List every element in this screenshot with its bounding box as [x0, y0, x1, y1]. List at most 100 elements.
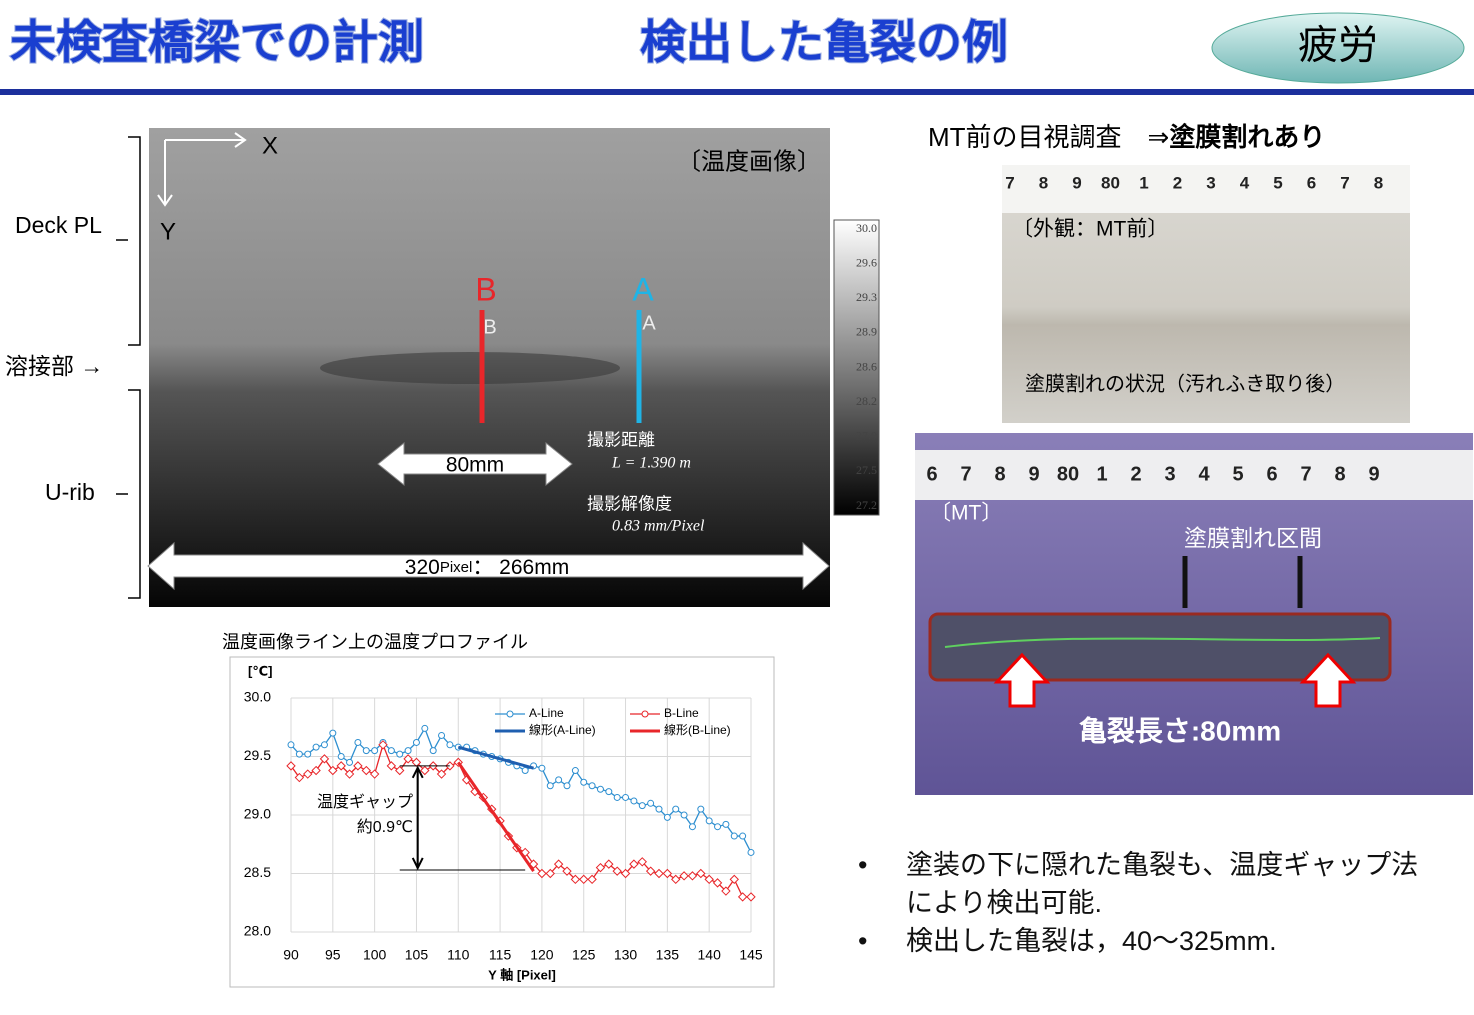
title: 検出した亀裂の例: [640, 16, 1008, 68]
ruler-number: 6: [1307, 173, 1316, 192]
y-axis-label: [℃]: [248, 663, 272, 678]
line-a-small: A: [642, 312, 656, 334]
colorbar-tick: 28.6: [856, 359, 877, 373]
point: [688, 823, 696, 831]
heading: MT前の目視調査 ⇒: [928, 122, 1169, 152]
ruler-number: 80: [1057, 463, 1079, 485]
point: [436, 769, 447, 779]
x-tick-label: 120: [530, 947, 554, 963]
point: [714, 823, 722, 831]
point: [696, 868, 706, 879]
crack: [928, 612, 1392, 682]
x-tick-label: 90: [283, 947, 299, 963]
x-tick-label: 135: [656, 947, 680, 963]
point: [663, 813, 671, 821]
point: [287, 741, 295, 749]
ruler-number: 3: [1206, 173, 1215, 192]
res-label: 撮影解像度: [587, 494, 672, 513]
point: [304, 750, 312, 758]
series-line: [457, 745, 534, 770]
point: [712, 878, 723, 888]
point: [312, 743, 320, 751]
gap-label: 約0.9℃: [357, 818, 413, 836]
point: [722, 820, 730, 828]
point: [553, 859, 564, 869]
point: [329, 729, 337, 737]
point: [629, 859, 639, 869]
bullet: 塗装の下に隠れた亀裂も、温度ギャップ法により検出可能.: [858, 846, 1438, 922]
point: [655, 805, 663, 813]
point: [294, 772, 305, 783]
x-tick-label: 100: [363, 947, 387, 963]
point: [378, 740, 388, 750]
visual-heading: MT前の目視調査 ⇒塗膜割れあり: [928, 122, 1325, 152]
ruler-number: 1: [1139, 173, 1148, 192]
ruler-number: 6: [1266, 463, 1277, 485]
point: [704, 874, 714, 885]
point: [429, 747, 437, 755]
section-marks: [1182, 556, 1303, 608]
ruler-number: 2: [1173, 173, 1182, 192]
point: [587, 874, 597, 885]
point: [604, 859, 614, 869]
colorbar-tick: 28.9: [856, 325, 877, 339]
crack-indication: [944, 637, 1381, 648]
span-arrow: [377, 441, 573, 487]
axes-icon: [157, 132, 247, 207]
legend-label: 線形(A-Line): [529, 722, 596, 737]
point: [421, 724, 429, 732]
point: [344, 769, 355, 779]
point: [446, 741, 454, 749]
legend-label: 線形(B-Line): [664, 722, 731, 737]
point: [521, 767, 529, 775]
chart-title: 温度画像ライン上の温度プロファイル: [222, 632, 528, 652]
ruler-number: 7: [960, 463, 971, 485]
ruler-number: 4: [1240, 173, 1250, 192]
ruler-number: 8: [1039, 173, 1048, 192]
point: [579, 874, 589, 885]
point: [687, 871, 698, 881]
y-tick-label: 28.0: [244, 923, 271, 939]
ruler-number: 9: [1072, 173, 1081, 192]
ruler-number: 5: [1232, 463, 1243, 485]
badge: [1211, 12, 1465, 84]
point: [387, 747, 395, 755]
point: [311, 765, 321, 776]
point: [336, 761, 346, 771]
point: [746, 892, 756, 902]
colorbar-tick: 29.6: [856, 255, 877, 269]
point: [354, 738, 362, 746]
point: [747, 848, 755, 856]
point: [638, 802, 646, 810]
line-a-label: A: [632, 271, 654, 307]
bullet: 検出した亀裂は，40〜325mm.: [858, 922, 1438, 960]
title: 未検査橋梁での計測: [10, 16, 424, 68]
point: [404, 747, 412, 755]
y-tick-label: 29.5: [244, 747, 271, 763]
dist-label: 撮影距離: [587, 430, 655, 449]
point: [537, 868, 547, 879]
point: [371, 747, 379, 755]
point: [580, 778, 588, 786]
point: [605, 788, 613, 796]
ruler: [915, 450, 1473, 500]
photo2-section: 塗膜割れ区間: [1184, 525, 1322, 551]
width-arrow: [147, 541, 830, 591]
line-b-small: B: [483, 316, 496, 338]
legend-marker: [641, 710, 649, 718]
photo1-caption: 塗膜割れの状況（汚れふき取り後）: [1025, 372, 1345, 395]
image-label: 〔温度画像〕: [677, 148, 821, 175]
x-tick-label: 95: [325, 947, 341, 963]
ruler-number: 5: [1273, 173, 1282, 192]
colorbar-tick: 27.5: [856, 463, 877, 477]
width-num: 320: [405, 556, 440, 579]
weld-shadow: [320, 352, 620, 384]
crack-length: 亀裂長さ:80mm: [1079, 715, 1281, 746]
arrow-right: [1299, 652, 1357, 708]
photo1-label: 〔外観：MT前〕: [1012, 218, 1168, 241]
ruler-number: 7: [1300, 463, 1311, 485]
weld-label: 溶接部 →: [5, 353, 103, 379]
point: [637, 857, 647, 867]
point: [739, 832, 747, 840]
